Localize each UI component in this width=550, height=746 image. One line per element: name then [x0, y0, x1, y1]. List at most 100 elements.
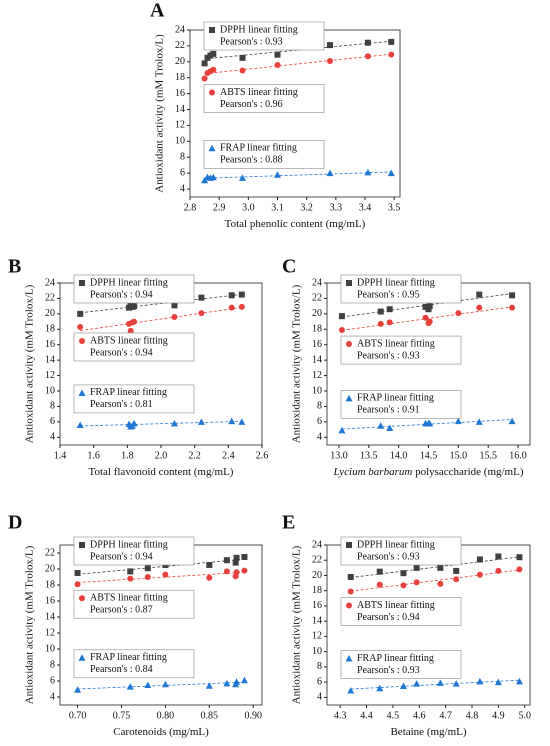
x-axis-title-text: Total phenolic content (mg/mL) [225, 218, 366, 230]
y-tick-label: 10 [45, 385, 55, 396]
x-tick-label: 1.6 [87, 450, 100, 461]
point [413, 579, 420, 586]
x-tick-label: 15.0 [450, 450, 468, 461]
point [400, 570, 407, 577]
y-tick-label: 6 [50, 675, 55, 686]
point [509, 292, 516, 299]
point [453, 576, 460, 583]
point [239, 54, 246, 61]
legend-label: ABTS linear fitting [220, 87, 298, 98]
point [516, 554, 523, 561]
x-tick-label: 2.8 [184, 202, 197, 213]
fit-line [77, 558, 245, 575]
y-tick-label: 12 [45, 370, 55, 381]
y-axis-title: Antioxidant activity (mM Trolox/L) [291, 545, 303, 704]
legend-label: DPPH linear fitting [90, 539, 168, 550]
legend-box [340, 274, 462, 304]
point [377, 422, 385, 429]
fit-line [204, 171, 392, 179]
legend-marker [79, 595, 85, 602]
y-tick-label: 24 [312, 277, 322, 288]
x-tick-label: 15.5 [479, 450, 497, 461]
panel-label: C [282, 256, 296, 278]
y-tick-label: 14 [175, 104, 185, 115]
x-tick-label: 0.80 [157, 710, 175, 721]
fit-line [80, 420, 242, 427]
x-tick-label: 4.7 [439, 710, 452, 721]
legend-box [340, 536, 462, 566]
point [454, 417, 462, 425]
point [274, 171, 281, 178]
point [144, 574, 151, 580]
x-tick-label: 3.4 [359, 202, 372, 213]
legend-box [73, 332, 195, 362]
y-tick-label: 18 [312, 585, 322, 596]
point [326, 169, 334, 177]
legend-box [340, 597, 462, 626]
x-tick-label: 2.2 [188, 450, 201, 461]
x-tick-label: 5.0 [518, 710, 531, 721]
point [437, 564, 444, 571]
legend-box [73, 536, 195, 566]
legend-label: ABTS linear fitting [90, 335, 168, 346]
x-tick-label: 4.9 [492, 710, 505, 721]
point [127, 327, 134, 334]
point [228, 292, 235, 299]
y-tick-label: 4 [180, 183, 185, 194]
legend-box [73, 274, 195, 304]
fit-line [80, 293, 242, 314]
x-tick-label: 2.9 [213, 202, 226, 213]
point [144, 565, 151, 572]
y-tick-label: 10 [175, 136, 185, 147]
legend-pearson: Pearson's : 0.87 [90, 604, 153, 615]
legend-marker [79, 542, 85, 548]
point [376, 568, 383, 575]
point [426, 303, 433, 310]
legend-label: ABTS linear fitting [357, 338, 435, 349]
point [161, 680, 169, 688]
x-tick-label: 4.8 [466, 710, 479, 721]
point [239, 174, 246, 181]
point [240, 676, 248, 684]
point [127, 300, 134, 307]
x-axis-title: Carotenoids (mg/mL) [113, 726, 209, 738]
point [516, 566, 523, 573]
y-tick-label: 8 [50, 659, 55, 670]
y-tick-label: 20 [312, 570, 322, 581]
legend-pearson: Pearson's : 0.93 [357, 350, 420, 361]
point [205, 682, 213, 689]
point [377, 320, 384, 327]
point [347, 687, 355, 694]
legend-pearson: Pearson's : 0.84 [90, 664, 153, 675]
point [388, 51, 395, 58]
x-tick-label: 1.4 [54, 450, 67, 461]
y-tick-label: 4 [50, 691, 55, 702]
point [376, 684, 384, 692]
fit-line [80, 306, 242, 332]
y-tick-label: 16 [312, 339, 322, 350]
point [127, 568, 134, 575]
point [476, 677, 484, 685]
x-tick-label: 4.4 [360, 710, 373, 721]
point [495, 567, 502, 574]
point [377, 308, 384, 315]
y-axis-title: Antioxidant activity (mM Trolox/L) [291, 284, 303, 443]
legend-marker [346, 542, 352, 548]
point [126, 683, 134, 690]
point [338, 426, 346, 434]
y-tick-label: 22 [312, 555, 322, 566]
y-tick-label: 18 [312, 324, 322, 335]
fit-line [350, 569, 520, 592]
point [77, 310, 84, 317]
point [144, 681, 152, 688]
legend-box [340, 335, 462, 365]
legend-pearson: Pearson's : 0.93 [357, 551, 420, 562]
x-axis-title-italic: Lycium barbarum [333, 466, 413, 478]
legend-label: FRAP linear fitting [357, 393, 434, 404]
point [494, 678, 502, 686]
legend-pearson: Pearson's : 0.94 [90, 289, 153, 300]
point [130, 419, 138, 427]
point [413, 564, 420, 571]
point [387, 169, 395, 177]
